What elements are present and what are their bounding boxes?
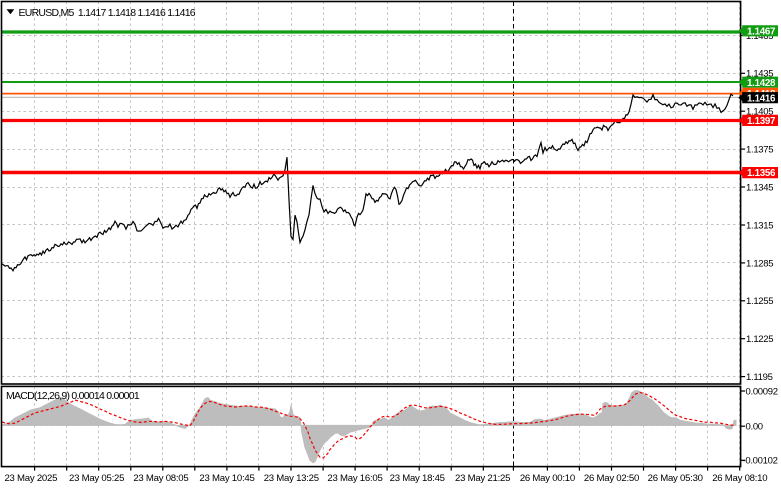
svg-text:26 May 02:50: 26 May 02:50 bbox=[584, 473, 639, 484]
svg-text:MACD(12,26,9) 0.00014 0.00001: MACD(12,26,9) 0.00014 0.00001 bbox=[6, 390, 140, 402]
svg-text:26 May 08:10: 26 May 08:10 bbox=[712, 473, 767, 484]
svg-text:23 May 16:05: 23 May 16:05 bbox=[327, 473, 382, 484]
svg-text:1.1225: 1.1225 bbox=[746, 334, 773, 345]
svg-text:EURUSD,M5 1.1417 1.1418 1.141: EURUSD,M5 1.1417 1.1418 1.1416 1.1416 bbox=[19, 7, 196, 19]
svg-text:26 May 05:30: 26 May 05:30 bbox=[648, 473, 703, 484]
svg-text:23 May 2025: 23 May 2025 bbox=[4, 473, 57, 484]
svg-text:23 May 13:25: 23 May 13:25 bbox=[264, 473, 319, 484]
svg-text:1.1285: 1.1285 bbox=[746, 258, 773, 269]
svg-text:1.1356: 1.1356 bbox=[747, 168, 776, 179]
svg-text:23 May 10:45: 23 May 10:45 bbox=[199, 473, 254, 484]
svg-text:0.00: 0.00 bbox=[746, 422, 763, 433]
svg-text:1.1435: 1.1435 bbox=[746, 69, 773, 80]
svg-text:23 May 21:25: 23 May 21:25 bbox=[455, 473, 510, 484]
svg-text:1.1416: 1.1416 bbox=[747, 93, 776, 104]
svg-text:23 May 18:45: 23 May 18:45 bbox=[390, 473, 445, 484]
svg-text:-0.00102: -0.00102 bbox=[743, 456, 778, 467]
svg-text:1.1405: 1.1405 bbox=[746, 107, 773, 118]
svg-text:1.1428: 1.1428 bbox=[747, 78, 776, 89]
svg-text:23 May 08:05: 23 May 08:05 bbox=[133, 473, 188, 484]
svg-text:0.00092: 0.00092 bbox=[746, 386, 778, 397]
svg-text:1.1315: 1.1315 bbox=[746, 220, 773, 231]
svg-text:1.1195: 1.1195 bbox=[746, 372, 773, 383]
svg-text:26 May 00:10: 26 May 00:10 bbox=[520, 473, 575, 484]
svg-text:1.1345: 1.1345 bbox=[746, 182, 773, 193]
svg-text:1.1255: 1.1255 bbox=[746, 296, 773, 307]
svg-text:23 May 05:25: 23 May 05:25 bbox=[69, 473, 124, 484]
svg-text:1.1397: 1.1397 bbox=[747, 116, 776, 127]
svg-text:1.1375: 1.1375 bbox=[746, 145, 773, 156]
svg-text:1.1467: 1.1467 bbox=[747, 26, 776, 37]
